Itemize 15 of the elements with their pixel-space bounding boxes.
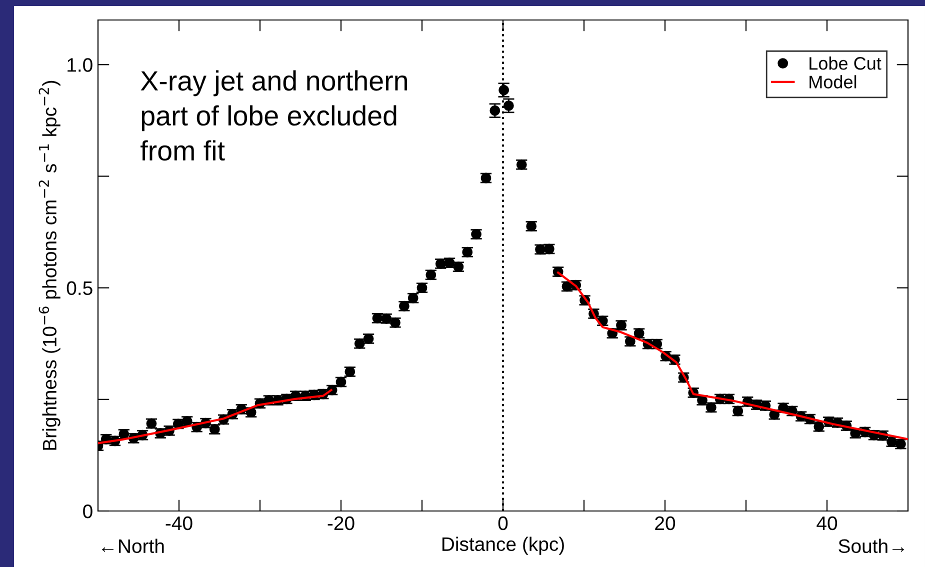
legend-label: Model [810,75,856,88]
text: Brightness (10$^{−6}$ photons cm$^{−2}$ s$^{−1}$ kpc$^{−2}$) [38,80,60,450]
x-tick-label: 0 [498,516,508,530]
annotation: X-ray jet and northern part of lobe excluded from fit [140,70,407,161]
x-tick-label: -20 [328,516,354,530]
y-tick-label: 0 [83,504,92,518]
y-tick-label: 0.5 [66,281,92,296]
text: South→ [838,538,904,554]
x-axis-title: Distance (kpc) [442,536,564,555]
y-tick-label: 1.0 [68,58,92,72]
x-tick-label: 40 [816,516,838,530]
text: ←North [102,538,164,554]
x-tick-label: 20 [655,516,676,530]
x-tick-label: -40 [166,516,192,530]
legend-label: Lobe Cut [810,56,882,70]
